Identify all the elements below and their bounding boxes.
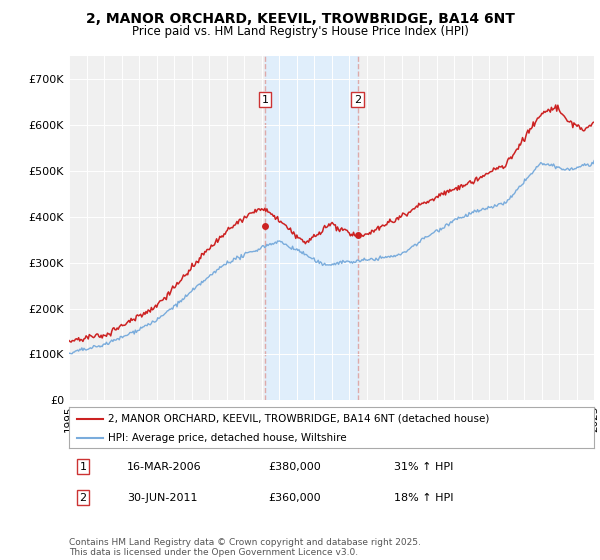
Text: Price paid vs. HM Land Registry's House Price Index (HPI): Price paid vs. HM Land Registry's House … xyxy=(131,25,469,38)
Text: £380,000: £380,000 xyxy=(269,461,321,472)
Text: HPI: Average price, detached house, Wiltshire: HPI: Average price, detached house, Wilt… xyxy=(109,433,347,443)
Text: Contains HM Land Registry data © Crown copyright and database right 2025.
This d: Contains HM Land Registry data © Crown c… xyxy=(69,538,421,557)
Bar xyxy=(265,56,358,400)
Text: 2, MANOR ORCHARD, KEEVIL, TROWBRIDGE, BA14 6NT (detached house): 2, MANOR ORCHARD, KEEVIL, TROWBRIDGE, BA… xyxy=(109,414,490,423)
Text: 2: 2 xyxy=(79,493,86,503)
Text: 1: 1 xyxy=(79,461,86,472)
Text: 1: 1 xyxy=(262,95,269,105)
Text: 18% ↑ HPI: 18% ↑ HPI xyxy=(395,493,454,503)
Text: 2: 2 xyxy=(354,95,361,105)
Text: £360,000: £360,000 xyxy=(269,493,321,503)
Text: 2, MANOR ORCHARD, KEEVIL, TROWBRIDGE, BA14 6NT: 2, MANOR ORCHARD, KEEVIL, TROWBRIDGE, BA… xyxy=(86,12,514,26)
Text: 16-MAR-2006: 16-MAR-2006 xyxy=(127,461,202,472)
Text: 31% ↑ HPI: 31% ↑ HPI xyxy=(395,461,454,472)
Text: 30-JUN-2011: 30-JUN-2011 xyxy=(127,493,197,503)
